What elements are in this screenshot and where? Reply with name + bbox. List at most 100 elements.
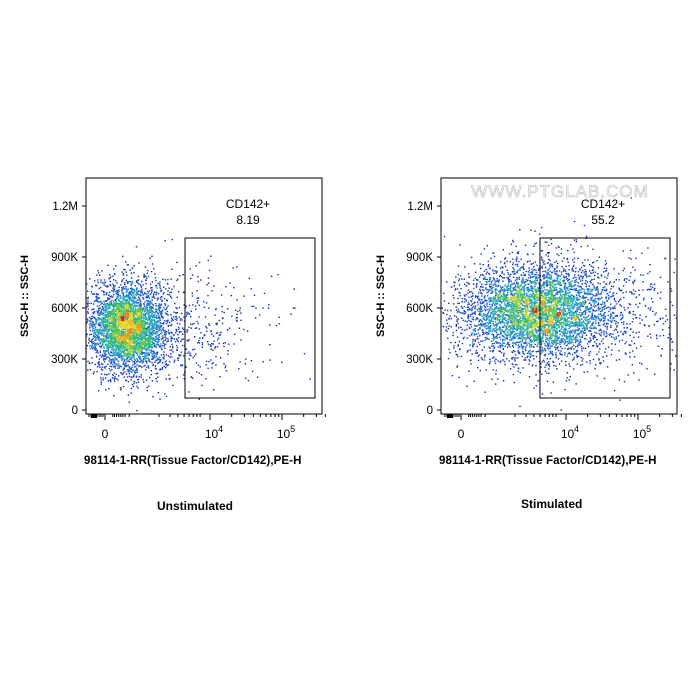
data-point (94, 348, 96, 350)
data-point (126, 303, 128, 306)
data-point (92, 321, 95, 324)
data-point (158, 303, 160, 305)
data-point (81, 349, 82, 350)
data-point (131, 325, 133, 328)
data-point (125, 324, 128, 327)
data-point (575, 241, 578, 243)
data-point (200, 279, 202, 281)
data-point (147, 326, 149, 328)
data-point (101, 342, 104, 344)
data-point (96, 293, 99, 296)
data-point (95, 348, 98, 350)
y-tick-label: 300K (51, 354, 78, 366)
data-point (581, 287, 583, 290)
data-point (158, 361, 160, 364)
data-point (159, 322, 161, 324)
data-point (164, 339, 166, 342)
data-point (147, 296, 149, 298)
data-point (91, 347, 94, 349)
data-point (154, 308, 157, 310)
data-point (163, 333, 166, 336)
data-point (113, 342, 116, 344)
data-point (141, 327, 143, 329)
data-point (92, 343, 95, 345)
data-point (640, 274, 642, 276)
data-point (211, 367, 213, 369)
data-point (153, 327, 155, 329)
data-point (139, 351, 142, 354)
data-point (488, 272, 490, 275)
data-point (120, 338, 122, 340)
data-point (103, 313, 105, 315)
data-point (108, 357, 111, 359)
data-point (137, 282, 139, 284)
data-point (165, 343, 167, 345)
data-point (117, 331, 119, 333)
data-point (152, 363, 154, 366)
data-point (162, 337, 164, 339)
data-point (436, 276, 437, 277)
data-point (244, 363, 247, 365)
data-point (132, 342, 134, 344)
data-point (97, 352, 99, 354)
data-point (99, 354, 101, 357)
data-point (102, 355, 105, 357)
data-point (153, 323, 156, 326)
data-point (143, 303, 145, 306)
data-point (544, 370, 547, 372)
data-point (176, 307, 178, 310)
data-point (147, 299, 149, 302)
data-point (129, 323, 131, 326)
data-point (180, 317, 182, 320)
data-point (105, 328, 107, 330)
data-point (93, 293, 96, 295)
data-point (104, 354, 106, 356)
data-point (621, 314, 624, 316)
data-point (126, 355, 128, 357)
data-point (128, 330, 130, 333)
data-point (137, 302, 139, 304)
data-point (114, 378, 116, 380)
data-point (133, 362, 136, 364)
data-point (88, 337, 90, 339)
data-point (622, 333, 624, 336)
gate-box[interactable] (184, 237, 316, 399)
data-point (610, 354, 613, 356)
data-point (111, 299, 113, 302)
data-point (108, 312, 110, 315)
data-point (148, 352, 150, 355)
data-point (460, 288, 462, 290)
data-point (69, 344, 70, 345)
data-point (129, 300, 131, 302)
data-point (171, 332, 173, 334)
data-point (176, 319, 178, 321)
data-point (99, 321, 101, 324)
data-point (118, 342, 121, 345)
data-point (155, 335, 158, 338)
data-point (140, 289, 143, 291)
data-point (234, 333, 236, 335)
data-point (172, 345, 174, 348)
data-point (618, 358, 621, 361)
data-point (97, 314, 100, 316)
data-point (122, 338, 124, 340)
data-point (668, 327, 670, 329)
data-point (214, 346, 217, 348)
data-point (98, 297, 100, 299)
data-point (129, 292, 131, 294)
data-point (128, 296, 130, 298)
data-point (132, 364, 134, 366)
data-point (131, 304, 133, 306)
data-point (107, 352, 110, 354)
data-point (477, 367, 479, 369)
data-point (123, 376, 125, 378)
data-point (104, 311, 106, 313)
data-point (95, 318, 97, 320)
data-point (679, 323, 680, 324)
data-point (134, 362, 137, 364)
data-point (111, 331, 113, 334)
data-point (104, 335, 106, 337)
data-point (104, 315, 106, 317)
data-point (120, 332, 123, 334)
data-point (692, 329, 693, 330)
